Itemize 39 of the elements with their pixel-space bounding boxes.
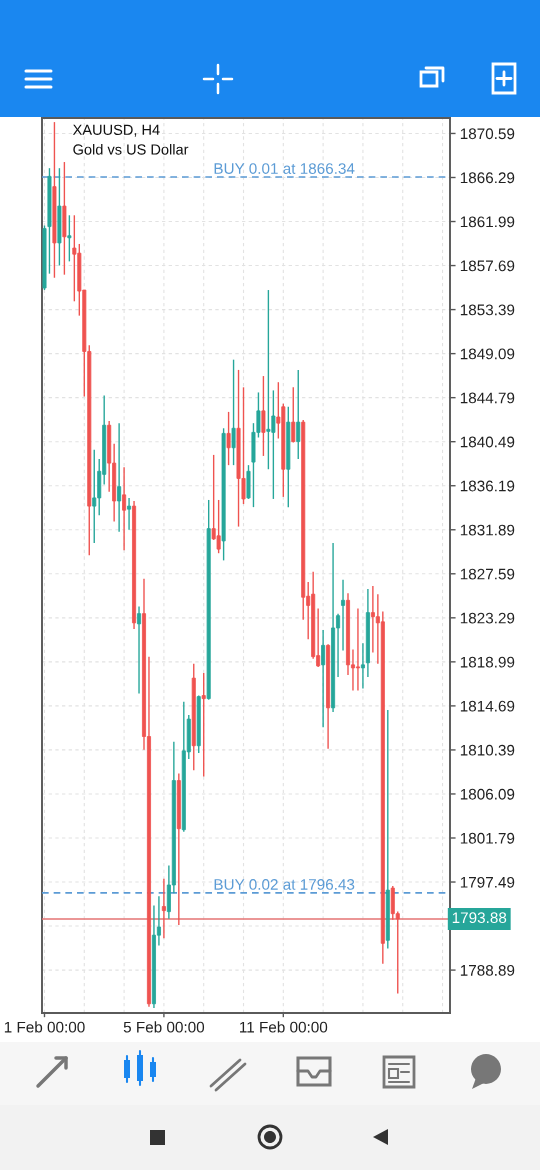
y-tick-label: 1797.49 — [460, 876, 515, 888]
candlestick — [296, 369, 301, 460]
candlestick — [127, 497, 132, 531]
y-tick-label: 1827.59 — [460, 568, 515, 580]
candlestick — [261, 375, 266, 457]
y-tick-label: 1814.69 — [460, 700, 515, 712]
y-tick-label: 1870.59 — [460, 128, 515, 140]
y-tick-label: 1861.99 — [460, 216, 515, 228]
candlestick — [137, 605, 142, 695]
candlestick — [67, 214, 72, 263]
y-tick-label: 1866.29 — [460, 172, 515, 184]
candlestick — [291, 386, 296, 444]
candlestick — [355, 607, 360, 692]
candlestick — [117, 422, 122, 533]
x-tick-label: 1 Feb 00:00 — [4, 1021, 85, 1033]
y-tick-label: 1818.99 — [460, 656, 515, 668]
y-tick-label: 1840.49 — [460, 436, 515, 448]
y-tick-label: 1853.39 — [460, 304, 515, 316]
y-tick-label: 1823.29 — [460, 612, 515, 624]
y-tick-label: 1844.79 — [460, 392, 515, 404]
candlestick — [231, 358, 236, 466]
candlestick — [226, 411, 231, 466]
y-tick-label: 1836.19 — [460, 480, 515, 492]
y-tick-label: 1831.89 — [460, 524, 515, 536]
y-tick-label: 1801.79 — [460, 832, 515, 844]
ref-line-label: BUY 0.02 at 1796.43 — [214, 879, 355, 890]
text: Gold vs US Dollar — [73, 143, 189, 155]
x-tick-label: 11 Feb 00:00 — [240, 1021, 328, 1033]
x-tick-label: 5 Feb 00:00 — [123, 1021, 205, 1033]
y-tick-label: 1849.09 — [460, 348, 515, 360]
ref-line-label: BUY 0.01 at 1866.34 — [214, 163, 355, 174]
candlestick — [341, 579, 346, 652]
ref-line-label: 1793.88 — [452, 912, 507, 924]
y-tick-label: 1806.09 — [460, 788, 515, 800]
candlestick — [92, 449, 97, 544]
chart-title: XAUUSD, H4 — [72, 124, 160, 137]
y-tick-label: 1857.69 — [460, 260, 515, 272]
y-tick-label: 1810.39 — [460, 744, 515, 756]
y-tick-label: 1788.89 — [460, 964, 515, 976]
